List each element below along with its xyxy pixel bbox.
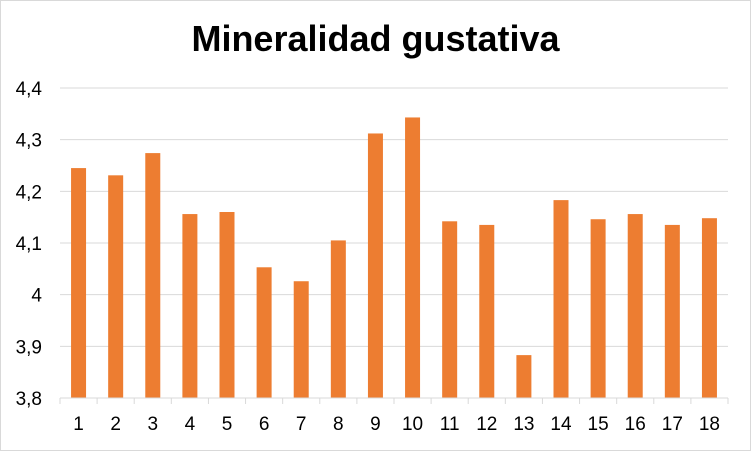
bar <box>516 355 532 398</box>
x-tick-label: 14 <box>550 414 572 435</box>
x-tick-label: 10 <box>402 414 423 435</box>
x-tick-label: 3 <box>147 414 158 435</box>
x-tick-label: 7 <box>296 414 307 435</box>
bar <box>553 200 569 398</box>
y-tick-label: 4,1 <box>16 234 42 255</box>
bar <box>330 240 346 398</box>
x-tick-label: 16 <box>625 414 646 435</box>
x-tick-label: 8 <box>333 414 344 435</box>
y-tick-label: 4,4 <box>16 79 43 100</box>
y-tick-label: 3,8 <box>16 389 42 410</box>
bar <box>627 214 643 398</box>
x-tick-label: 12 <box>476 414 497 435</box>
bar <box>701 218 717 398</box>
x-tick-label: 6 <box>259 414 270 435</box>
x-tick-label: 13 <box>513 414 534 435</box>
bar <box>293 281 309 398</box>
y-tick-label: 4,3 <box>16 131 42 152</box>
bar <box>256 267 272 398</box>
bar <box>108 175 124 398</box>
y-tick-label: 4 <box>31 286 42 307</box>
x-tick-label: 9 <box>370 414 381 435</box>
x-tick-label: 1 <box>73 414 84 435</box>
bar <box>405 117 421 398</box>
x-tick-label: 2 <box>110 414 121 435</box>
bars <box>71 117 717 398</box>
bar <box>71 168 87 398</box>
x-tick-label: 15 <box>588 414 609 435</box>
bar <box>182 214 198 398</box>
bar <box>367 133 383 398</box>
bar <box>590 219 606 398</box>
x-tick-label: 5 <box>222 414 233 435</box>
y-tick-label: 3,9 <box>16 337 42 358</box>
axes <box>59 397 729 404</box>
bar <box>219 212 235 398</box>
x-tick-label: 11 <box>440 414 460 435</box>
x-tick-label: 4 <box>185 414 196 435</box>
y-tick-labels: 3,8 3,9 4 4,1 4,2 4,3 4,4 <box>16 79 43 410</box>
chart-title: Mineralidad gustativa <box>191 18 560 59</box>
gridlines <box>60 87 728 347</box>
x-tick-labels: 1 2 3 4 5 6 7 8 9 10 11 12 13 14 15 16 17 18 <box>73 414 720 435</box>
bar <box>664 224 680 398</box>
x-tick-label: 18 <box>699 414 720 435</box>
bar <box>145 153 161 398</box>
bar <box>479 224 495 398</box>
bar <box>442 221 458 398</box>
x-tick-label: 17 <box>662 414 683 435</box>
y-tick-label: 4,2 <box>16 182 42 203</box>
